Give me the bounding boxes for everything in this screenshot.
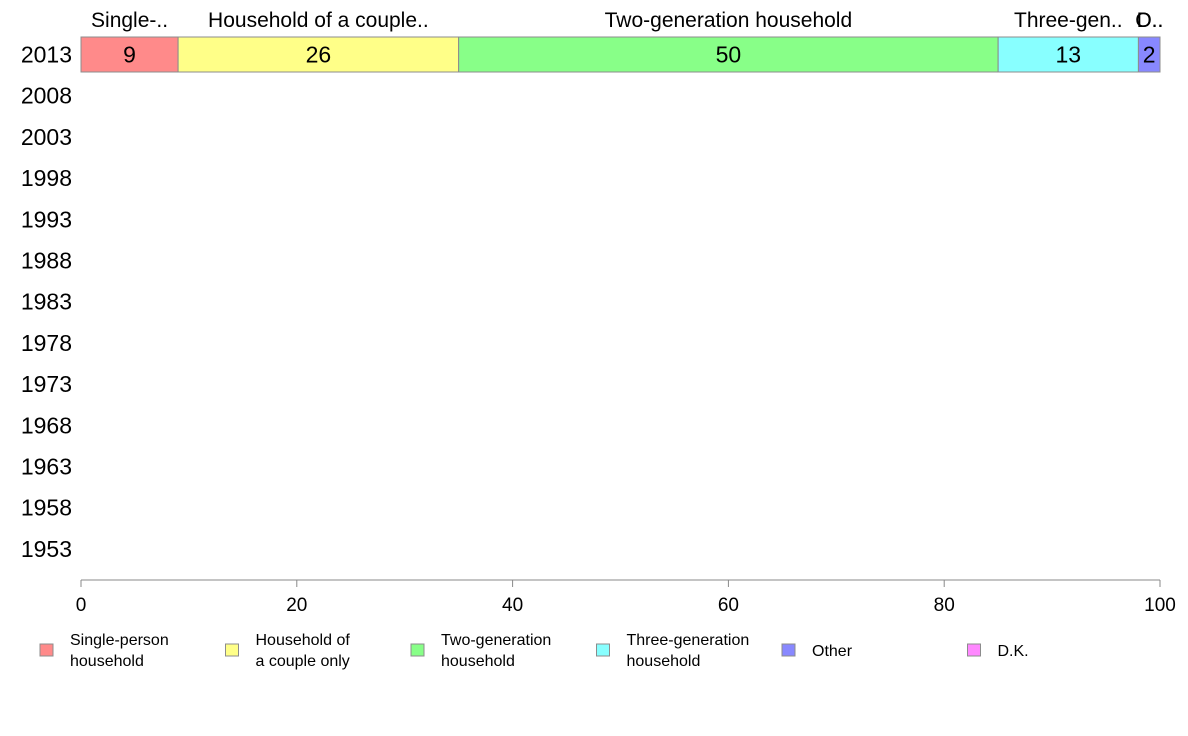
x-tick-label: 40 <box>502 595 523 616</box>
bar-value-label: 13 <box>1055 42 1081 68</box>
legend-swatch <box>967 643 981 657</box>
bar-segment <box>1137 36 1161 73</box>
year-labels: 2013 2008 2003 1998 1993 1988 1983 1978 1973 1968… <box>21 42 72 562</box>
legend-swatch <box>410 643 425 657</box>
bar-segment <box>458 36 999 73</box>
legend-label: household <box>70 653 144 670</box>
legend-label: Two-generation <box>441 632 551 649</box>
x-tick-label: 100 <box>1144 595 1176 616</box>
legend-swatch <box>596 643 610 657</box>
year-label: 1998 <box>21 165 72 191</box>
x-tick-label: 60 <box>718 595 739 616</box>
year-label: 2013 <box>21 42 72 68</box>
year-label: 1983 <box>21 289 72 315</box>
legend-label: household <box>627 653 701 670</box>
legend-label: Household of <box>256 632 351 649</box>
legend-swatch <box>225 643 239 657</box>
x-tick-label: 0 <box>76 595 87 616</box>
segment-header-label: Three-gen.. <box>1014 9 1123 32</box>
legend-label: Three-generation <box>627 632 750 649</box>
bar-segment <box>177 36 460 73</box>
legend-label: Single-person <box>70 632 169 649</box>
year-label: 1993 <box>21 206 72 232</box>
legend-label: D.K. <box>998 643 1029 660</box>
segment-header-label: Household of a couple.. <box>208 9 429 32</box>
year-label: 1953 <box>21 536 72 562</box>
year-label: 1968 <box>21 412 72 438</box>
segment-header-label: Two-generation household <box>605 9 853 32</box>
year-label: 2003 <box>21 124 72 150</box>
legend-swatch <box>39 643 54 657</box>
x-tick-label: 20 <box>286 595 307 616</box>
bar-value-label: 26 <box>306 42 332 68</box>
year-label: 1988 <box>21 248 72 274</box>
year-label: 1963 <box>21 454 72 480</box>
segment-header-label: O.. <box>1135 9 1163 32</box>
legend-label: a couple only <box>256 653 350 670</box>
segment-header-label: Single-.. <box>91 9 168 32</box>
legend-label: Other <box>812 643 853 660</box>
year-label: 1973 <box>21 371 72 397</box>
year-label: 1978 <box>21 330 72 356</box>
bar-value-label: 9 <box>123 42 136 68</box>
x-tick-label: 80 <box>934 595 955 616</box>
x-axis: 0 20 40 60 80 100 <box>76 579 1176 616</box>
legend: Single-person household Household of a coup… <box>39 632 1029 670</box>
legend-swatch <box>781 643 796 657</box>
bars-layer: 9 Single-.. 26 Household of a couple.. 50 Two… <box>80 9 1164 73</box>
bar-value-label: 50 <box>716 42 742 68</box>
year-label: 1958 <box>21 495 72 521</box>
year-label: 2008 <box>21 83 72 109</box>
legend-label: household <box>441 653 515 670</box>
segment-header-label: D.. <box>1137 9 1164 32</box>
bar-segment <box>80 36 179 73</box>
bar-value-label: 2 <box>1143 42 1156 68</box>
